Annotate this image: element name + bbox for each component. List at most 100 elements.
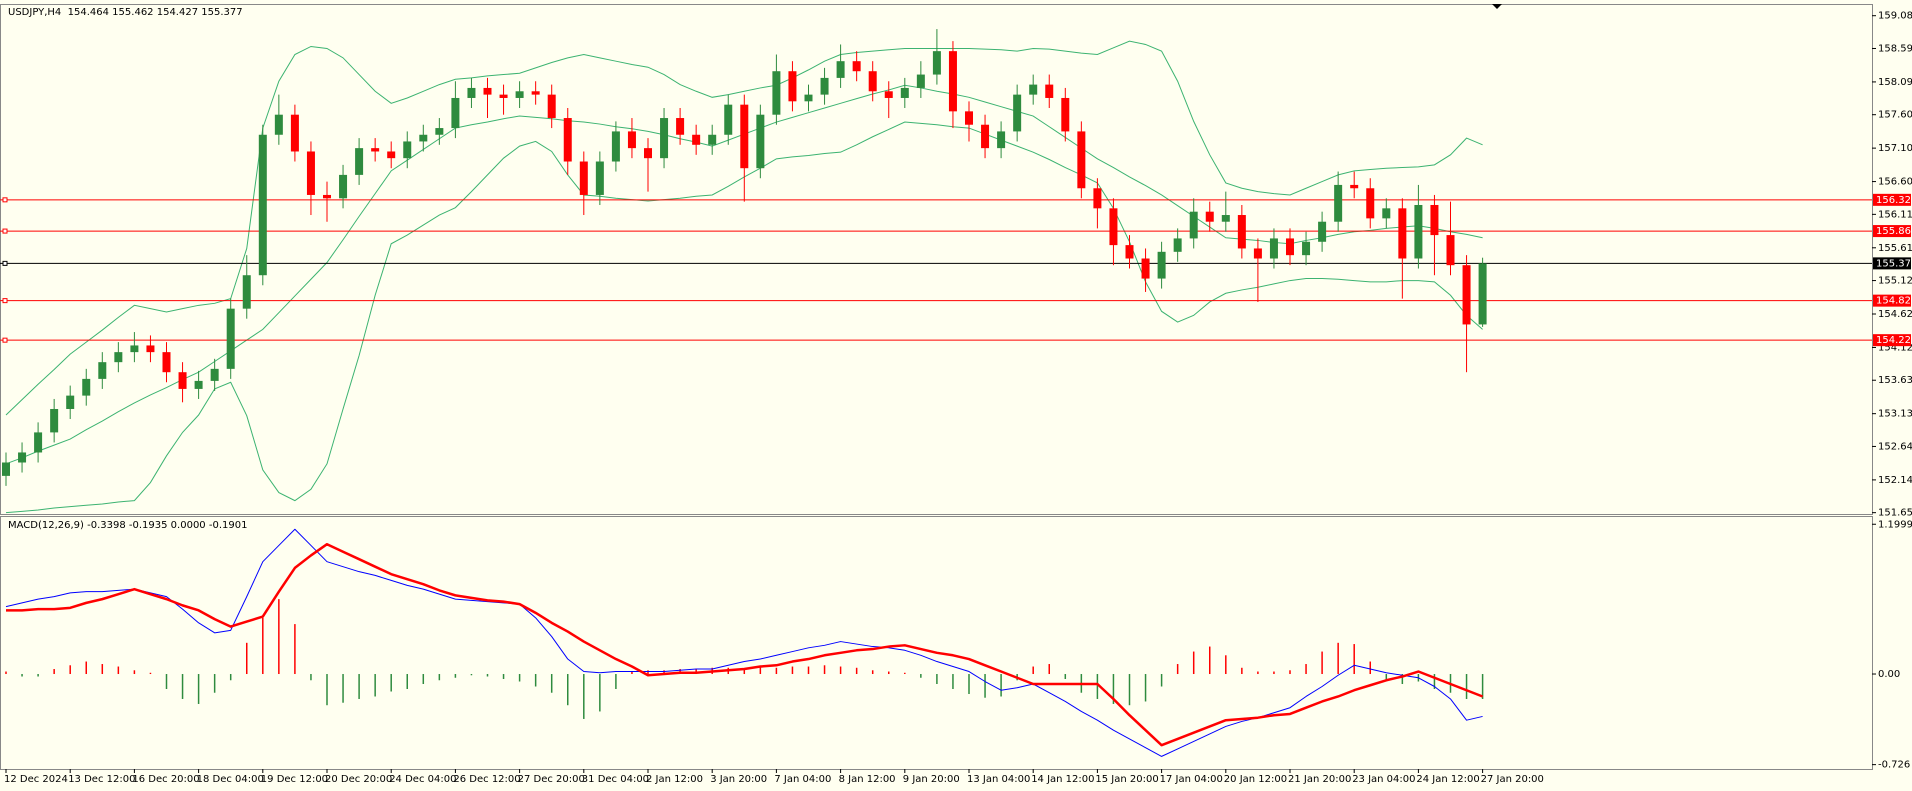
- candle-body: [1334, 184, 1343, 222]
- candle-body: [499, 94, 508, 98]
- candle-body: [306, 151, 315, 195]
- candle-body: [1157, 251, 1166, 279]
- x-tick-label: 23 Jan 04:00: [1352, 774, 1415, 785]
- candle-body: [884, 91, 893, 98]
- candle-body: [852, 61, 861, 72]
- candle-body: [1398, 208, 1407, 259]
- candle-body: [788, 71, 797, 102]
- candle-body: [547, 94, 556, 119]
- y-tick-label: 158.090: [1878, 77, 1912, 88]
- candle-body: [1318, 221, 1327, 242]
- x-tick-label: 8 Jan 12:00: [839, 774, 896, 785]
- y-tick-label: 156.600: [1878, 177, 1912, 188]
- candle-body: [1430, 204, 1439, 236]
- y-tick-label: 156.110: [1878, 209, 1912, 220]
- candle-body: [339, 174, 348, 199]
- x-tick-label: 12 Dec 2024: [4, 774, 68, 785]
- level-label-box: [1873, 193, 1911, 206]
- candle-body: [627, 131, 636, 149]
- candle-body: [66, 395, 75, 409]
- candle-body: [1029, 84, 1038, 95]
- level-label-box: [1873, 257, 1911, 270]
- y-tick-label: 157.600: [1878, 110, 1912, 121]
- x-tick-label: 31 Dec 04:00: [582, 774, 649, 785]
- candle-body: [290, 114, 299, 152]
- candle-body: [772, 71, 781, 115]
- candle-body: [1093, 188, 1102, 209]
- candle-body: [595, 161, 604, 195]
- level-handle: [2, 298, 8, 304]
- level-label: 154.820: [1876, 296, 1912, 307]
- y-tick-label: 153.630: [1878, 375, 1912, 386]
- candle-body: [435, 128, 444, 135]
- candle-body: [644, 148, 652, 159]
- candle-body: [1478, 263, 1487, 325]
- y-tick-label: -0.726: [1878, 760, 1910, 771]
- candle-body: [868, 71, 877, 92]
- symbol-header: USDJPY,H4 154.464 155.462 154.427 155.37…: [8, 7, 243, 18]
- candle-body: [1382, 208, 1391, 219]
- candle-body: [467, 87, 476, 98]
- x-tick-label: 15 Jan 20:00: [1095, 774, 1158, 785]
- candle-body: [676, 118, 685, 135]
- x-tick-label: 7 Jan 04:00: [774, 774, 831, 785]
- candle-body: [692, 134, 701, 145]
- bollinger-band: [5, 40, 1483, 416]
- level-label: 155.860: [1876, 226, 1912, 237]
- candle-body: [1221, 215, 1230, 222]
- candle-body: [1061, 97, 1070, 132]
- y-tick-label: 154.120: [1878, 342, 1912, 353]
- x-tick-label: 26 Dec 12:00: [453, 774, 520, 785]
- candle-body: [371, 148, 380, 152]
- candle-body: [1253, 248, 1262, 259]
- candle-body: [403, 141, 412, 159]
- candle-body: [258, 134, 267, 276]
- x-tick-label: 13 Jan 04:00: [967, 774, 1030, 785]
- y-tick-label: 1.1999: [1878, 519, 1912, 530]
- y-tick-label: 155.120: [1878, 276, 1912, 287]
- macd-line: [5, 528, 1483, 757]
- x-tick-label: 2 Jan 12:00: [646, 774, 703, 785]
- main-panel-frame: [0, 4, 1873, 515]
- candle-body: [611, 131, 620, 162]
- plot-layer: 159.080 158.590 158.090 157.600 157.100 156.6…: [0, 11, 1912, 785]
- candle-body: [1269, 238, 1278, 259]
- candle-body: [981, 124, 990, 149]
- candle-body: [146, 345, 155, 353]
- y-tick-label: 157.100: [1878, 143, 1912, 154]
- candle-body: [563, 118, 572, 162]
- candle-body: [451, 97, 460, 129]
- level-handle: [2, 260, 8, 266]
- candle-body: [1446, 235, 1455, 266]
- candle-body: [724, 104, 733, 135]
- x-tick-label: 27 Dec 20:00: [518, 774, 585, 785]
- level-label-box: [1873, 225, 1911, 238]
- level-label: 155.377: [1876, 258, 1912, 269]
- candle-body: [1109, 208, 1118, 246]
- candle-body: [1366, 188, 1375, 219]
- macd-line: [6, 542, 1484, 747]
- x-tick-label: 20 Dec 20:00: [325, 774, 392, 785]
- candle-body: [1414, 204, 1423, 259]
- candle-body: [323, 194, 331, 199]
- x-tick-label: 14 Jan 12:00: [1031, 774, 1094, 785]
- candle-body: [1141, 258, 1150, 279]
- x-tick-label: 20 Jan 12:00: [1224, 774, 1287, 785]
- x-tick-label: 27 Jan 20:00: [1481, 774, 1544, 785]
- candle-body: [130, 345, 139, 353]
- candle-body: [178, 372, 187, 389]
- candle-body: [965, 111, 973, 125]
- x-tick-label: 17 Jan 04:00: [1160, 774, 1223, 785]
- candle-body: [932, 51, 941, 75]
- x-tick-label: 16 Dec 20:00: [132, 774, 199, 785]
- candle-body: [740, 104, 749, 169]
- y-tick-label: 155.610: [1878, 243, 1912, 254]
- y-tick-label: 0.00: [1878, 669, 1900, 680]
- candle-body: [820, 77, 829, 95]
- x-tick-label: 24 Dec 04:00: [389, 774, 456, 785]
- macd-header: MACD(12,26,9) -0.3398 -0.1935 0.0000 -0.…: [8, 520, 247, 531]
- candle-body: [1302, 241, 1311, 256]
- candle-body: [18, 452, 27, 463]
